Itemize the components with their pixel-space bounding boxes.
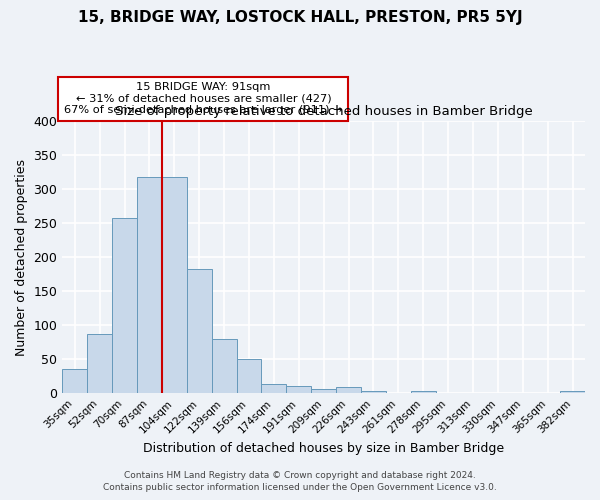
Bar <box>236 360 262 394</box>
X-axis label: Distribution of detached houses by size in Bamber Bridge: Distribution of detached houses by size … <box>143 442 504 455</box>
Bar <box>187 270 212 394</box>
Bar <box>411 392 436 394</box>
Text: 15, BRIDGE WAY, LOSTOCK HALL, PRESTON, PR5 5YJ: 15, BRIDGE WAY, LOSTOCK HALL, PRESTON, P… <box>77 10 523 25</box>
Bar <box>137 176 162 394</box>
Y-axis label: Number of detached properties: Number of detached properties <box>15 158 28 356</box>
Bar <box>62 370 87 394</box>
Bar <box>87 334 112 394</box>
Bar <box>485 392 511 394</box>
Bar <box>311 388 336 394</box>
Bar <box>560 392 585 394</box>
Bar <box>361 392 386 394</box>
Bar <box>212 339 236 394</box>
Text: Contains HM Land Registry data © Crown copyright and database right 2024.
Contai: Contains HM Land Registry data © Crown c… <box>103 471 497 492</box>
Bar <box>436 392 461 394</box>
Text: 15 BRIDGE WAY: 91sqm
← 31% of detached houses are smaller (427)
67% of semi-deta: 15 BRIDGE WAY: 91sqm ← 31% of detached h… <box>64 82 343 116</box>
Bar <box>336 387 361 394</box>
Bar <box>162 176 187 394</box>
Title: Size of property relative to detached houses in Bamber Bridge: Size of property relative to detached ho… <box>115 106 533 118</box>
Bar <box>286 386 311 394</box>
Bar <box>112 218 137 394</box>
Bar <box>262 384 286 394</box>
